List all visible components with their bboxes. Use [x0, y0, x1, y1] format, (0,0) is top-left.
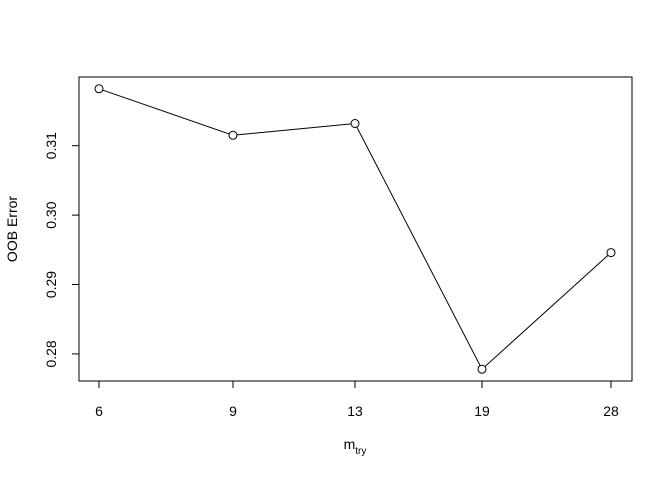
x-axis-title: mtry [344, 436, 367, 457]
y-axis-title: OOB Error [4, 196, 20, 262]
x-axis-title-main: m [344, 436, 356, 452]
series-layer [94, 84, 616, 374]
series-line [98, 88, 612, 371]
x-tick-label-19: 19 [474, 403, 490, 419]
data-point-9 [228, 130, 238, 140]
data-point-13 [350, 119, 360, 129]
x-tick-label-9: 9 [229, 403, 237, 419]
data-point-28 [606, 248, 616, 258]
y-tick-label-0.28: 0.28 [43, 340, 59, 367]
y-tick-label-0.30: 0.30 [43, 201, 59, 228]
x-tick-label-13: 13 [347, 403, 363, 419]
y-tick-label-0.31: 0.31 [43, 132, 59, 159]
x-tick-label-28: 28 [603, 403, 619, 419]
x-axis: 6 9 13 19 28 [95, 380, 619, 419]
x-axis-title-subscript: try [355, 446, 366, 457]
data-point-6 [94, 84, 104, 94]
y-tick-label-0.29: 0.29 [43, 271, 59, 298]
data-point-19 [477, 364, 487, 374]
y-axis: 0.28 0.29 0.30 0.31 [43, 132, 80, 368]
x-tick-label-6: 6 [95, 403, 103, 419]
